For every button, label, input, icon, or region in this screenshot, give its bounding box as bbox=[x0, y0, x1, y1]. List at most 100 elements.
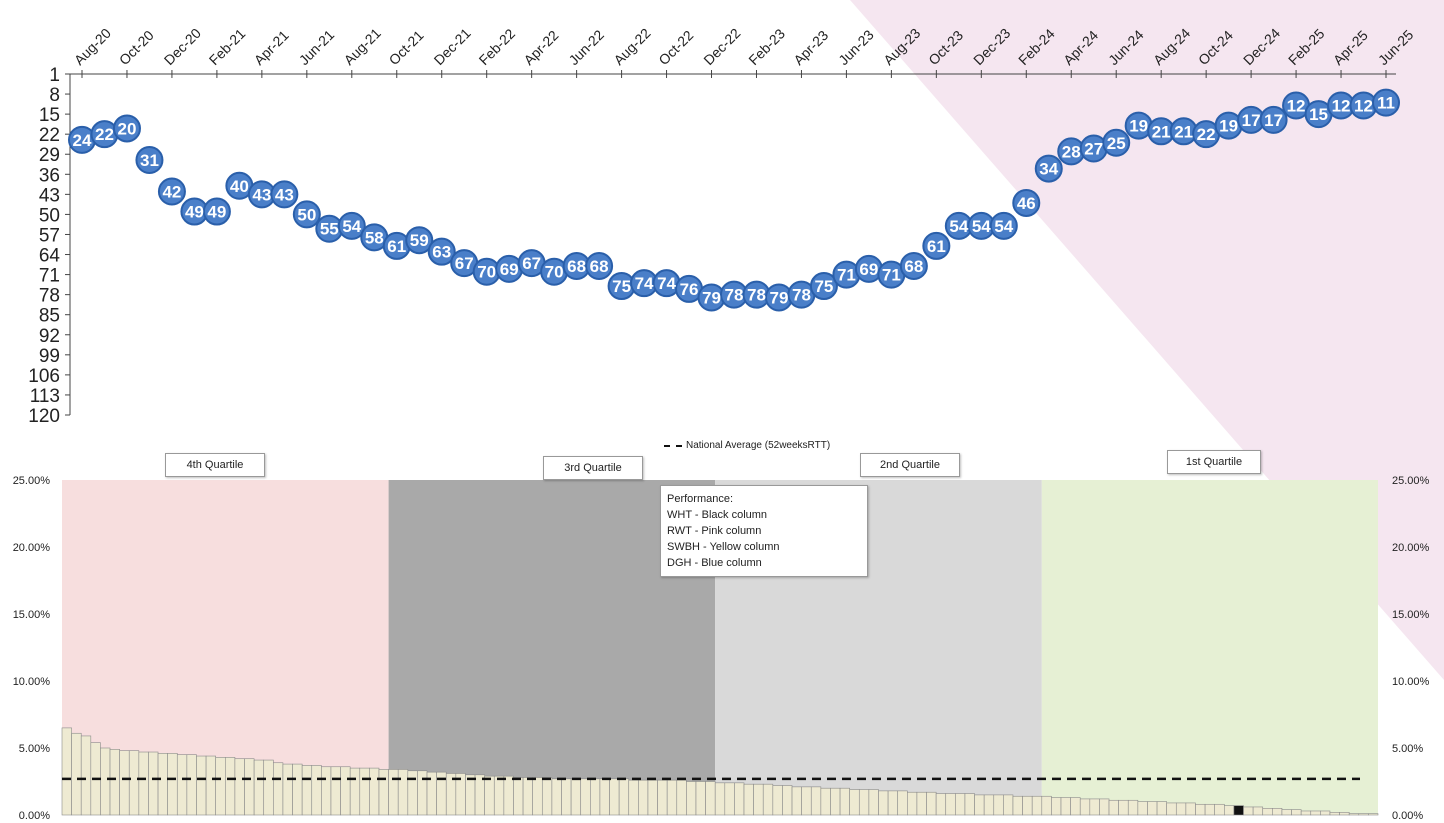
bar bbox=[1012, 795, 1023, 816]
quartile-2-label: 2nd Quartile bbox=[860, 453, 960, 477]
performance-line-rwt: RWT - Pink column bbox=[667, 525, 762, 537]
rank-data-label: 19 bbox=[1219, 117, 1238, 136]
rank-data-label: 59 bbox=[410, 231, 429, 250]
rank-marker bbox=[1102, 128, 1131, 157]
rank-y-tick-label: 71 bbox=[39, 266, 60, 287]
rank-y-tick-label: 64 bbox=[39, 246, 61, 267]
bar bbox=[734, 782, 745, 816]
rank-y-tick-label: 113 bbox=[30, 386, 60, 407]
bar bbox=[1243, 806, 1254, 816]
rank-data-label: 12 bbox=[1287, 97, 1306, 116]
rank-y-tick-label: 8 bbox=[49, 85, 60, 106]
dist-y-tick-label-left: 10.00% bbox=[13, 676, 51, 688]
rank-data-label: 49 bbox=[185, 203, 204, 222]
bar bbox=[378, 769, 389, 816]
rank-data-label: 15 bbox=[1309, 105, 1328, 124]
bar bbox=[340, 766, 351, 816]
rank-x-tick-label: Dec-24 bbox=[1240, 25, 1283, 68]
bar bbox=[215, 757, 226, 816]
rank-data-label: 71 bbox=[837, 266, 856, 285]
rank-data-label: 79 bbox=[770, 289, 789, 308]
bar bbox=[858, 789, 870, 816]
rank-x-tick-label: Oct-20 bbox=[116, 27, 157, 68]
bar bbox=[705, 781, 716, 816]
rank-data-label: 78 bbox=[725, 286, 744, 305]
bar bbox=[897, 790, 908, 816]
rank-marker bbox=[1372, 88, 1400, 117]
rank-data-label: 31 bbox=[140, 151, 159, 170]
rank-data-label: 63 bbox=[432, 243, 451, 262]
legend-dash-icon bbox=[664, 444, 682, 447]
bar bbox=[311, 765, 322, 816]
rank-y-tick-label: 92 bbox=[39, 326, 60, 347]
rank-data-label: 49 bbox=[207, 203, 226, 222]
rank-data-label: 54 bbox=[342, 217, 361, 236]
rank-line-chart: Aug-20 Oct-20 Dec-20 Feb-21 Apr-21 Jun-21 Aug-… bbox=[28, 25, 1416, 427]
rank-data-label: 22 bbox=[95, 125, 114, 144]
bar bbox=[1079, 798, 1091, 816]
bar bbox=[61, 727, 72, 816]
bar bbox=[349, 767, 361, 816]
rank-x-tick-label: Oct-24 bbox=[1195, 27, 1236, 68]
rank-data-label: 27 bbox=[1084, 140, 1103, 159]
bar bbox=[1291, 809, 1302, 816]
bar bbox=[561, 778, 572, 816]
rank-data-label: 71 bbox=[882, 266, 901, 285]
bar bbox=[522, 777, 533, 816]
bar bbox=[647, 779, 658, 816]
bar bbox=[638, 779, 649, 816]
rank-data-label: 79 bbox=[702, 289, 721, 308]
rank-x-tick-label: Aug-22 bbox=[610, 25, 653, 68]
quartile-band bbox=[1041, 480, 1378, 815]
bar bbox=[407, 770, 418, 816]
rank-data-label: 67 bbox=[522, 254, 541, 273]
rank-data-label: 12 bbox=[1354, 97, 1373, 116]
legend-label: National Average (52weeksRTT) bbox=[686, 440, 831, 451]
rank-y-tick-label: 50 bbox=[39, 205, 60, 226]
bar bbox=[484, 775, 495, 816]
rank-x-tick-label: Oct-21 bbox=[386, 27, 427, 68]
rank-data-label: 28 bbox=[1062, 142, 1081, 161]
rank-data-label: 69 bbox=[859, 260, 878, 279]
rank-marker bbox=[292, 200, 321, 229]
quartile-3-label: 3rd Quartile bbox=[543, 456, 643, 480]
quartile-1-label: 1st Quartile bbox=[1167, 450, 1261, 474]
bar bbox=[801, 786, 812, 816]
rank-marker bbox=[585, 251, 614, 280]
rank-x-tick-label: Dec-23 bbox=[970, 25, 1013, 68]
rank-x-tick-label: Oct-23 bbox=[925, 27, 966, 68]
rank-data-label: 69 bbox=[500, 260, 519, 279]
rank-y-tick-label: 36 bbox=[39, 165, 60, 186]
rank-data-label: 68 bbox=[590, 257, 609, 276]
rank-data-label: 58 bbox=[365, 228, 384, 247]
bar bbox=[541, 777, 553, 816]
bar bbox=[907, 791, 918, 816]
rank-marker bbox=[157, 177, 186, 206]
rank-x-tick-label: Dec-21 bbox=[431, 25, 474, 68]
rank-data-label: 17 bbox=[1242, 111, 1261, 130]
bar bbox=[273, 762, 284, 816]
bar bbox=[224, 757, 236, 816]
bar bbox=[205, 755, 216, 816]
bar bbox=[1214, 803, 1225, 816]
rank-data-label: 61 bbox=[927, 237, 946, 256]
bar bbox=[292, 763, 303, 816]
rank-data-label: 40 bbox=[230, 177, 249, 196]
bar bbox=[628, 779, 639, 816]
rank-marker bbox=[405, 226, 434, 255]
bar bbox=[878, 790, 889, 816]
bar bbox=[493, 775, 505, 816]
bar bbox=[743, 783, 754, 816]
rank-data-label: 54 bbox=[972, 217, 991, 236]
rank-x-tick-label: Aug-23 bbox=[880, 25, 923, 68]
bar bbox=[935, 793, 947, 816]
bar bbox=[157, 753, 168, 816]
bar bbox=[176, 754, 188, 816]
rank-x-tick-label: Jun-21 bbox=[296, 26, 338, 68]
bar bbox=[417, 770, 428, 816]
dist-y-tick-label-left: 20.00% bbox=[13, 542, 51, 554]
bar bbox=[1281, 809, 1292, 816]
rank-x-tick-label: Oct-22 bbox=[655, 27, 696, 68]
performance-box: Performance: WHT - Black column RWT - Pi… bbox=[660, 485, 868, 577]
